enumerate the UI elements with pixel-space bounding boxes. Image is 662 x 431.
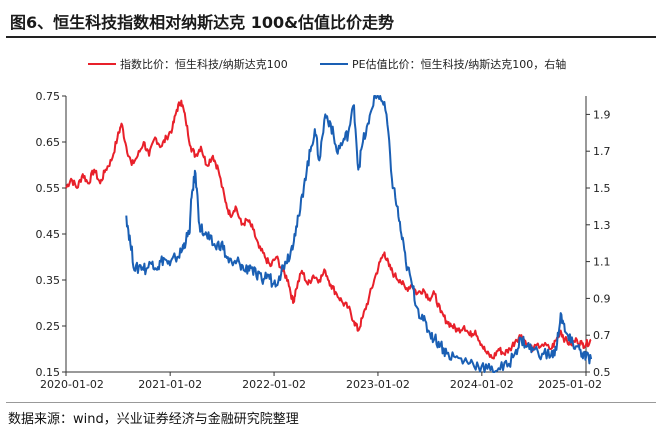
x-tick-label: 2022-01-02 (242, 378, 306, 391)
legend: 指数比价：恒生科技/纳斯达克100 PE估值比价：恒生科技/纳斯达克100，右轴 (88, 57, 566, 71)
source-divider (6, 402, 656, 403)
y-right-tick-label: 1.3 (593, 219, 611, 232)
x-tick-label: 2023-01-02 (346, 378, 410, 391)
y-right-tick-label: 1.5 (593, 182, 611, 195)
axes: 0.15 0.25 0.35 0.45 0.55 0.65 0.75 0.5 0.7 0.9 1.1… (36, 90, 611, 391)
y-right-tick-label: 0.5 (593, 366, 611, 379)
x-tick-label: 2024-01-02 (450, 378, 514, 391)
y-left-tick-label: 0.45 (36, 228, 61, 241)
title-divider (6, 36, 656, 38)
legend-label-index-ratio: 指数比价：恒生科技/纳斯达克100 (120, 57, 288, 71)
figure-title: 图6、恒生科技指数相对纳斯达克 100&估值比价走势 (10, 13, 395, 32)
y-right-tick-label: 0.7 (593, 329, 611, 342)
y-left-tick-label: 0.65 (36, 136, 61, 149)
series-line-index-ratio (65, 99, 592, 360)
y-left-tick-label: 0.15 (36, 366, 61, 379)
y-left-tick-label: 0.75 (36, 90, 61, 103)
series-line-pe-ratio (125, 95, 593, 373)
source-note: 数据来源：wind，兴业证券经济与金融研究院整理 (8, 412, 299, 427)
x-tick-label: 2025-01-02 (538, 378, 602, 391)
y-left-tick-label: 0.35 (36, 274, 61, 287)
y-left-tick-label: 0.25 (36, 320, 61, 333)
y-right-tick-label: 1.9 (593, 108, 611, 121)
y-right-tick-label: 1.1 (593, 256, 611, 269)
y-right-tick-label: 1.7 (593, 145, 611, 158)
x-tick-label: 2021-01-02 (138, 378, 202, 391)
series-layer (65, 95, 593, 373)
y-left-tick-label: 0.55 (36, 182, 61, 195)
legend-label-pe-ratio: PE估值比价：恒生科技/纳斯达克100，右轴 (352, 57, 566, 71)
x-tick-label: 2020-01-02 (40, 378, 104, 391)
y-right-tick-label: 0.9 (593, 292, 611, 305)
chart-svg: 指数比价：恒生科技/纳斯达克100 PE估值比价：恒生科技/纳斯达克100，右轴… (36, 57, 611, 391)
